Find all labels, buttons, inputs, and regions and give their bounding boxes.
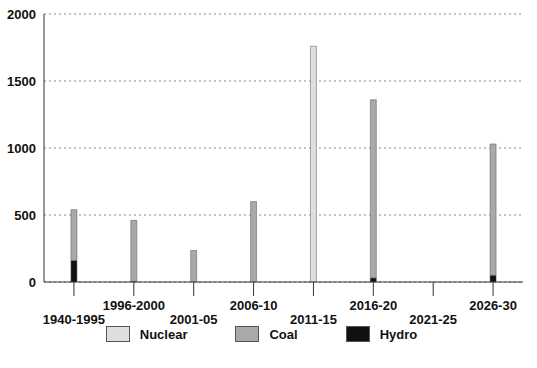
svg-text:1940-1995: 1940-1995 bbox=[43, 312, 105, 327]
svg-text:500: 500 bbox=[14, 208, 36, 223]
svg-text:2016-20: 2016-20 bbox=[349, 298, 397, 313]
svg-text:2006-10: 2006-10 bbox=[230, 298, 278, 313]
svg-text:0: 0 bbox=[29, 275, 36, 290]
svg-text:2021-25: 2021-25 bbox=[409, 312, 457, 327]
svg-text:1000: 1000 bbox=[8, 141, 36, 156]
html-text:Nuclear: Nuclear bbox=[139, 326, 188, 342]
svg-text:2011-15: 2011-15 bbox=[290, 312, 337, 327]
svg-text:1500: 1500 bbox=[8, 74, 36, 89]
svg-text:2001-05: 2001-05 bbox=[170, 312, 218, 327]
svg-text:2000: 2000 bbox=[8, 7, 36, 22]
svg-text:1996-2000: 1996-2000 bbox=[103, 298, 165, 313]
html-text:Coal: Coal bbox=[269, 326, 298, 342]
html-text:Hydro: Hydro bbox=[379, 326, 418, 342]
svg-text:2026-30: 2026-30 bbox=[469, 298, 517, 313]
